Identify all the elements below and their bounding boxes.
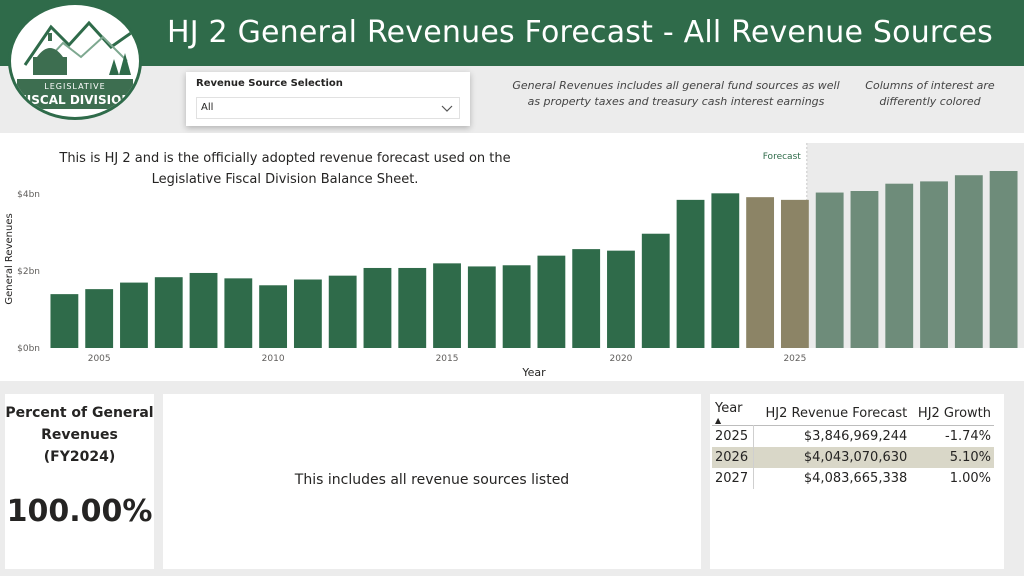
chart-note: This is HJ 2 and is the officially adopt… [59, 151, 511, 187]
cell-year: 2026 [712, 446, 755, 468]
cell-year: 2025 [712, 425, 755, 447]
forecast-label: Forecast [763, 152, 802, 162]
y-axis-title: General Revenues [4, 213, 15, 304]
x-axis-title: Year [521, 366, 546, 379]
table-header-row: Year ▲ HJ2 Revenue Forecast HJ2 Growth [712, 400, 994, 426]
bar-2018 [537, 255, 566, 348]
kpi-title-line2: Revenues [41, 427, 118, 443]
percent-kpi-card: Percent of General Revenues (FY2024) 100… [5, 394, 154, 569]
growth-column-header[interactable]: HJ2 Growth [917, 405, 991, 421]
bar-2031 [989, 171, 1018, 348]
bar-2025 [780, 199, 809, 348]
x-tick-label: 2025 [783, 354, 806, 364]
revenue-source-slicer: Revenue Source Selection All [186, 72, 470, 126]
bar-2028 [885, 183, 914, 348]
revenue-bar-chart: Forecast $0bn $2bn $4bn 2005 2010 2015 2020 2025… [4, 143, 1024, 379]
bar-2029 [920, 181, 948, 348]
bar-2026 [815, 192, 844, 348]
bar-2017 [502, 265, 531, 348]
kpi-title: Percent of General Revenues (FY2024) [5, 402, 154, 468]
bar-2009 [224, 278, 253, 348]
lfd-logo: LEGISLATIVE FISCAL DIVISION [8, 2, 142, 120]
bar-2015 [433, 263, 461, 348]
page-title: HJ 2 General Revenues Forecast - All Rev… [167, 15, 993, 50]
description-text: This includes all revenue sources listed [294, 472, 570, 488]
bar-2016 [467, 266, 496, 348]
forecast-table: Year ▲ HJ2 Revenue Forecast HJ2 Growth 2… [712, 400, 994, 489]
bar-2004 [50, 294, 79, 348]
forecast-table-panel: Year ▲ HJ2 Revenue Forecast HJ2 Growth 2… [710, 394, 1004, 569]
bar-2020 [607, 250, 635, 348]
sort-ascending-icon: ▲ [715, 416, 722, 425]
year-header-label: Year [715, 401, 743, 416]
cell-forecast: $3,846,969,244 [803, 428, 908, 444]
cell-year: 2027 [712, 467, 755, 489]
year-column-header[interactable]: Year ▲ [712, 400, 754, 426]
bar-2006 [120, 282, 148, 348]
cell-growth: 5.10% [910, 446, 994, 468]
kpi-value: 100.00% [6, 494, 153, 529]
bar-2008 [189, 272, 218, 348]
bar-2023 [711, 193, 740, 348]
title-bar [0, 0, 1024, 66]
y-tick-label: $2bn [17, 267, 40, 277]
logo-banner: LEGISLATIVE FISCAL DIVISION [15, 77, 135, 111]
cell-growth: 1.00% [949, 470, 991, 486]
bar-2030 [954, 175, 983, 348]
bar-2010 [259, 285, 288, 348]
description-card: This includes all revenue sources listed [163, 394, 701, 569]
bar-2007 [154, 277, 183, 348]
x-tick-label: 2015 [436, 354, 459, 364]
cell-forecast: $4,043,070,630 [753, 446, 911, 468]
table-row[interactable]: 2027 $4,083,665,338 1.00% [712, 467, 994, 489]
chevron-down-icon [441, 105, 453, 112]
x-tick-label: 2005 [88, 354, 111, 364]
general-revenues-note: General Revenues includes all general fu… [512, 79, 840, 108]
bar-2005 [85, 289, 114, 348]
slicer-label: Revenue Source Selection [196, 78, 343, 89]
y-tick-label: $4bn [17, 190, 40, 200]
x-tick-label: 2020 [610, 354, 633, 364]
columns-note: Columns of interest are differently colo… [865, 79, 995, 108]
logo-graphic [23, 20, 132, 75]
bar-2024 [746, 197, 775, 348]
bar-2022 [676, 199, 705, 348]
bar-2011 [293, 279, 322, 348]
bar-2014 [398, 267, 427, 348]
kpi-title-line1: Percent of General [5, 405, 154, 421]
revenue-chart-panel: This is HJ 2 and is the officially adopt… [0, 133, 1024, 381]
bar-2019 [572, 249, 601, 348]
bar-2027 [850, 191, 879, 348]
y-tick-label: $0bn [17, 344, 40, 354]
logo-line1: LEGISLATIVE [44, 82, 106, 91]
bar-2012 [328, 275, 357, 348]
table-row[interactable]: 2025 $3,846,969,244 -1.74% [712, 425, 994, 447]
bar-2013 [363, 267, 392, 348]
slicer-selected-value: All [201, 102, 214, 113]
forecast-column-header[interactable]: HJ2 Revenue Forecast [765, 405, 908, 421]
bar-2021 [641, 233, 670, 348]
x-tick-label: 2010 [262, 354, 285, 364]
cell-forecast: $4,083,665,338 [803, 470, 908, 486]
cell-growth: -1.74% [945, 428, 991, 444]
logo-line2: FISCAL DIVISION [18, 93, 132, 107]
revenue-source-dropdown[interactable]: All [196, 97, 460, 119]
table-row[interactable]: 2026 $4,043,070,630 5.10% [712, 446, 994, 468]
kpi-title-line3: (FY2024) [43, 449, 116, 465]
